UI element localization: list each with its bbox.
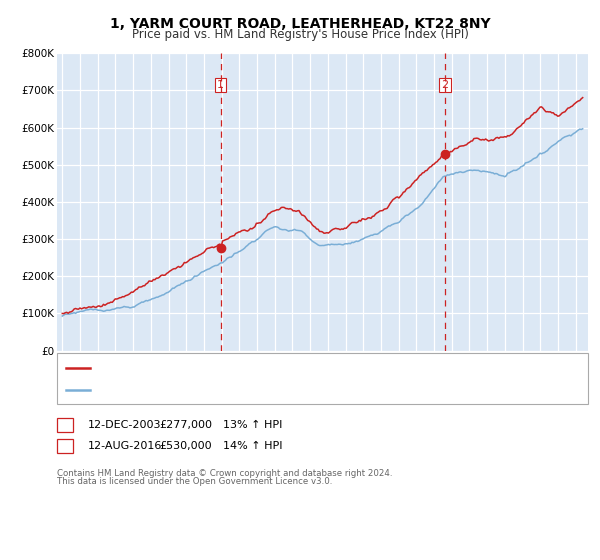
Text: Price paid vs. HM Land Registry's House Price Index (HPI): Price paid vs. HM Land Registry's House … — [131, 28, 469, 41]
Text: HPI: Average price, semi-detached house, Mole Valley: HPI: Average price, semi-detached house,… — [95, 385, 358, 395]
Text: 12-AUG-2016: 12-AUG-2016 — [88, 441, 162, 451]
Text: £277,000: £277,000 — [160, 420, 212, 430]
Text: 2: 2 — [442, 80, 449, 90]
Text: 1: 1 — [61, 420, 68, 430]
Text: 1: 1 — [217, 80, 224, 90]
Text: Contains HM Land Registry data © Crown copyright and database right 2024.: Contains HM Land Registry data © Crown c… — [57, 469, 392, 478]
Text: 12-DEC-2003: 12-DEC-2003 — [88, 420, 161, 430]
Text: 14% ↑ HPI: 14% ↑ HPI — [223, 441, 282, 451]
Text: This data is licensed under the Open Government Licence v3.0.: This data is licensed under the Open Gov… — [57, 477, 332, 486]
Text: 13% ↑ HPI: 13% ↑ HPI — [223, 420, 282, 430]
Text: 1, YARM COURT ROAD, LEATHERHEAD, KT22 8NY: 1, YARM COURT ROAD, LEATHERHEAD, KT22 8N… — [110, 17, 490, 31]
Text: £530,000: £530,000 — [160, 441, 212, 451]
Text: 2: 2 — [61, 441, 68, 451]
Text: 1, YARM COURT ROAD, LEATHERHEAD, KT22 8NY (semi-detached house): 1, YARM COURT ROAD, LEATHERHEAD, KT22 8N… — [95, 362, 449, 372]
